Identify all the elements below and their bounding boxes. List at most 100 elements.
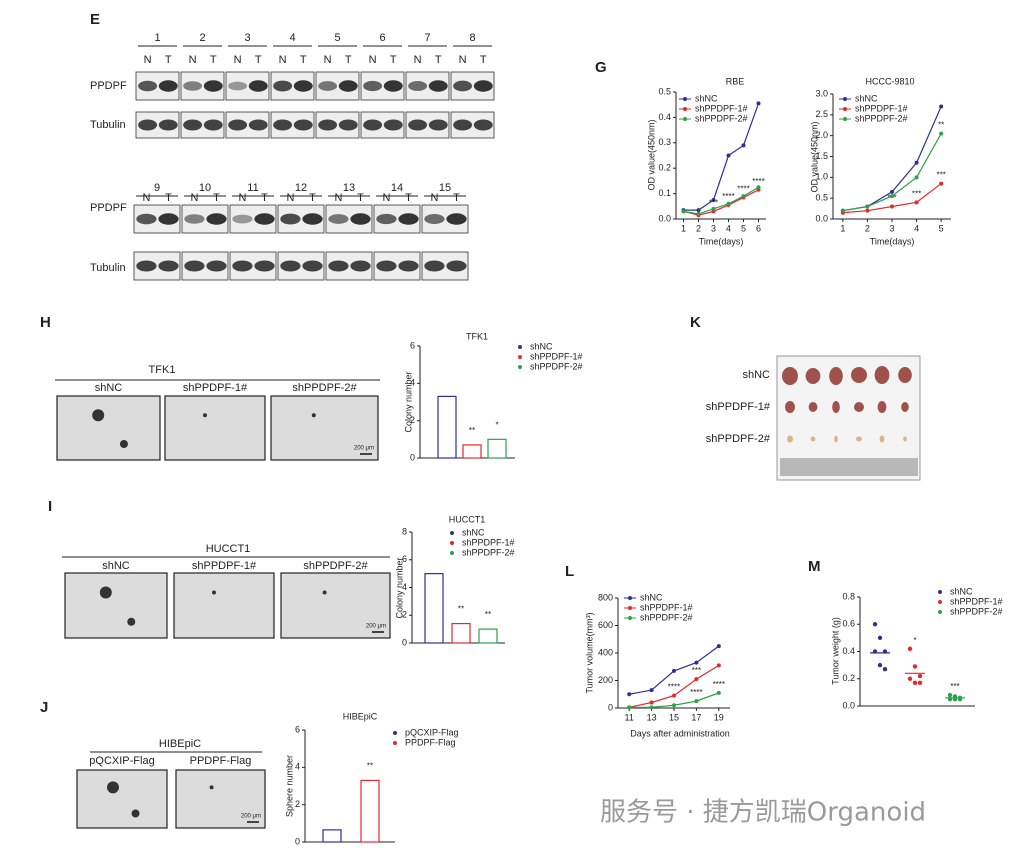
blot-band [273, 119, 293, 131]
x-axis-label: Time(days) [699, 236, 744, 246]
significance-label: ** [938, 121, 944, 130]
y-tick-label: 0.8 [842, 591, 855, 601]
data-point [865, 208, 870, 213]
blot-band [136, 260, 157, 272]
legend-marker [393, 731, 397, 735]
blot-band [254, 260, 275, 272]
blot-band [446, 213, 467, 225]
sample-label: N [144, 54, 152, 66]
blot-band [138, 119, 158, 131]
sample-label: N [238, 192, 246, 204]
data-point [877, 662, 883, 668]
blot-band [338, 119, 358, 131]
data-point [939, 181, 944, 186]
data-point [917, 680, 923, 686]
y-tick-label: 0 [402, 637, 407, 647]
blot-band [473, 80, 493, 92]
lane-label: 6 [379, 32, 385, 44]
lane-label: 12 [295, 182, 307, 194]
legend-marker [683, 97, 687, 101]
sample-label: T [405, 192, 412, 204]
y-axis-label: OD value(450nm) [809, 121, 819, 192]
legend-label: shPPDPF-1# [695, 103, 748, 113]
panel-letter: M [808, 558, 821, 575]
sample-label: T [435, 54, 442, 66]
blot-band [350, 260, 371, 272]
legend-label: shNC [640, 592, 663, 602]
blot-band [293, 80, 313, 92]
blot-band [183, 119, 203, 131]
sample-label: T [357, 192, 364, 204]
blot-band [376, 260, 397, 272]
colony [209, 785, 214, 790]
blot-band [328, 214, 349, 224]
y-tick-label: 0.2 [842, 673, 855, 683]
legend-label: shNC [950, 586, 973, 596]
data-point [756, 101, 761, 106]
legend-marker [518, 355, 522, 359]
sample-label: T [480, 54, 487, 66]
panel-letter: J [40, 699, 48, 716]
blot-band [302, 213, 323, 225]
legend-label: shNC [462, 527, 485, 537]
legend-marker [450, 541, 454, 545]
chart-title: TFK1 [466, 331, 488, 341]
x-axis-label: Days after administration [630, 728, 730, 738]
significance-label: *** [692, 666, 701, 675]
y-tick-label: 600 [598, 620, 613, 630]
y-axis-label: OD value(450nm) [646, 119, 656, 190]
panel-letter: E [90, 11, 100, 28]
lane-label: 5 [334, 32, 340, 44]
data-point [672, 703, 676, 708]
blot-band [318, 119, 338, 131]
blot-band [338, 80, 358, 92]
blot-band [158, 119, 178, 131]
data-point [649, 705, 654, 710]
legend-label: shPPDPF-1# [855, 103, 908, 113]
blot-band [383, 80, 403, 92]
blot-band [328, 260, 349, 272]
sample-label: N [334, 192, 342, 204]
significance-label: * [495, 420, 498, 429]
chart-title: HUCCT1 [449, 514, 486, 524]
blot-band [158, 213, 179, 225]
significance-label: * [913, 636, 916, 645]
x-tick-label: 2 [696, 223, 701, 233]
data-point [741, 194, 746, 199]
blot-band [206, 213, 227, 225]
legend-label: shPPDPF-2# [855, 113, 908, 123]
data-point [716, 690, 721, 695]
bar [451, 622, 471, 644]
y-tick-label: 0.0 [658, 213, 671, 223]
panel-letter: G [595, 59, 607, 76]
blot-band [228, 81, 248, 91]
tumor [898, 367, 912, 383]
data-point [872, 622, 878, 627]
y-tick-label: 200 [598, 675, 613, 685]
image-label: shPPDPF-2# [292, 382, 357, 394]
y-tick-label: 0.1 [658, 188, 671, 198]
legend-label: shPPDPF-2# [950, 606, 1003, 616]
blot-band [428, 119, 448, 131]
x-tick-label: 1 [681, 223, 686, 233]
data-point [696, 211, 701, 216]
lane-label: 3 [244, 32, 250, 44]
data-point [672, 693, 676, 698]
data-point [912, 664, 918, 669]
x-tick-label: 17 [691, 712, 701, 722]
lane-label: 11 [247, 182, 258, 194]
image-label: shPPDPF-1# [192, 560, 257, 572]
significance-label: **** [668, 683, 680, 692]
significance-label: *** [950, 682, 959, 691]
protein-label: PPDPF [90, 80, 127, 92]
tumor-label: shPPDPF-2# [706, 433, 771, 445]
y-tick-label: 0.0 [815, 213, 828, 223]
significance-label: **** [737, 185, 749, 194]
data-point [672, 668, 676, 673]
significance-label: **** [690, 688, 702, 697]
bar [437, 395, 457, 459]
sample-label: N [414, 54, 422, 66]
data-point [711, 197, 716, 202]
colony [92, 409, 105, 422]
legend-marker [450, 531, 454, 535]
